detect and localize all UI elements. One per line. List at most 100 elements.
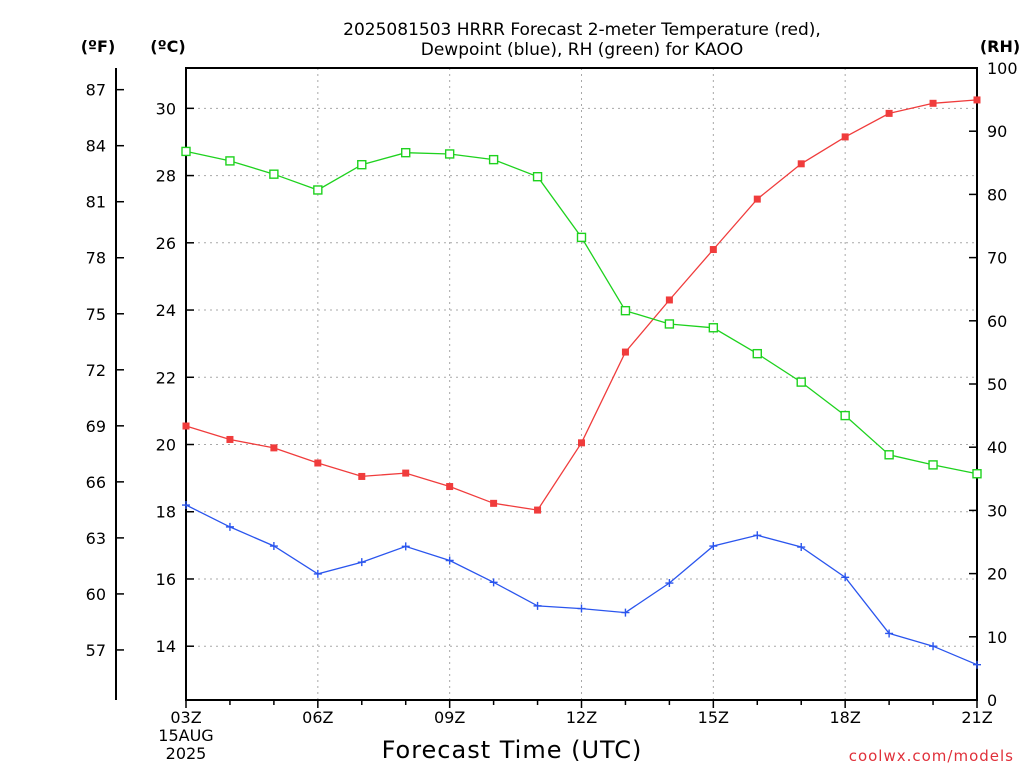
x-tick-label: 15Z [698,708,729,727]
data-point [621,348,629,356]
data-point [709,542,718,551]
fahrenheit-tick-label: 84 [86,137,106,156]
data-point [402,469,410,477]
data-point [885,109,893,117]
fahrenheit-tick-label: 87 [86,81,106,100]
x-tick-label: 18Z [830,708,861,727]
fahrenheit-tick-label: 66 [86,473,106,492]
data-point [577,604,586,613]
data-point [929,642,938,651]
data-point [225,156,235,166]
fahrenheit-axis: 57 60 63 66 69 72 75 78 81 84 87 [86,81,124,660]
celsius-tick-label: 20 [156,436,176,455]
celsius-tick-label: 26 [156,234,176,253]
x-tick-label: 06Z [302,708,333,727]
data-point [884,450,894,460]
data-point [490,499,498,507]
data-point [929,99,937,107]
chart-title-line-1: 2025081503 HRRR Forecast 2-meter Tempera… [343,20,821,40]
data-point [270,444,278,452]
data-point [489,578,498,587]
data-point [753,195,761,203]
data-point [182,501,190,510]
fahrenheit-tick-label: 57 [86,641,106,660]
data-point [269,542,278,551]
rh-axis: 0 10 20 30 40 50 60 70 80 90 100 [969,59,1018,710]
data-point [752,348,762,359]
rh-tick-label: 30 [987,501,1007,520]
data-point [226,435,234,443]
rh-tick-label: 50 [987,375,1007,394]
data-point [357,159,367,170]
rh-tick-label: 10 [987,628,1007,647]
data-point [797,160,805,168]
series-3 [181,146,982,479]
date-label-day: 15AUG [158,726,213,745]
fahrenheit-tick-label: 60 [86,585,106,604]
data-point [488,154,499,165]
rh-tick-label: 100 [987,59,1018,78]
x-tick-label: 03Z [170,708,201,727]
x-tick-label: 09Z [434,708,465,727]
celsius-tick-label: 14 [156,637,176,656]
data-point [620,305,631,316]
data-point [313,569,322,578]
celsius-axis: 14 16 18 20 22 24 26 28 30 [156,99,194,656]
date-label-year: 2025 [166,744,207,763]
data-point [841,133,849,141]
celsius-tick-label: 16 [156,570,176,589]
credit-link[interactable]: coolwx.com/models [849,747,1014,765]
x-tick-label: 21Z [961,708,992,727]
data-point [181,146,191,157]
data-point [797,543,806,552]
data-point [225,522,234,531]
rh-tick-label: 60 [987,312,1007,331]
fahrenheit-tick-label: 63 [86,529,106,548]
data-point [841,573,850,582]
rh-tick-label: 70 [987,249,1007,268]
x-tick-label: 12Z [566,708,597,727]
data-point [664,319,675,329]
fahrenheit-unit-label: (ºF) [81,37,116,56]
data-point [358,472,366,480]
celsius-tick-label: 24 [156,301,176,320]
data-point [313,185,323,195]
rh-tick-label: 40 [987,438,1007,457]
data-point [269,169,279,179]
data-point [885,629,894,638]
series-layer [181,96,982,669]
rh-tick-label: 80 [987,185,1007,204]
data-point [446,483,454,491]
data-point [972,469,982,479]
x-axis-title: Forecast Time (UTC) [382,736,643,764]
data-point [753,531,762,540]
celsius-tick-label: 28 [156,167,176,186]
chart-title-line-2: Dewpoint (blue), RH (green) for KAOO [421,40,744,60]
fahrenheit-tick-label: 72 [86,361,106,380]
celsius-unit-label: (ºC) [150,37,185,56]
data-point [840,410,850,421]
data-point [621,608,630,617]
data-point [578,439,585,447]
data-point [533,601,542,610]
celsius-tick-label: 18 [156,503,176,522]
fahrenheit-tick-label: 81 [86,193,106,212]
rh-unit-label: (RH) [980,37,1020,56]
data-point [314,459,322,467]
data-point [401,542,410,551]
rh-tick-label: 0 [987,691,997,710]
rh-tick-label: 20 [987,565,1007,584]
data-point [796,377,806,387]
fahrenheit-tick-label: 69 [86,417,106,436]
series-line [185,150,978,475]
data-point [576,232,587,243]
data-point [973,96,981,104]
data-point [665,579,674,588]
series-line [185,99,978,511]
celsius-tick-label: 30 [156,99,176,118]
data-point [401,147,411,158]
data-point [534,506,542,514]
x-axis: 03Z 06Z 09Z 12Z 15Z 18Z 21Z [170,700,993,727]
data-point [708,323,719,333]
